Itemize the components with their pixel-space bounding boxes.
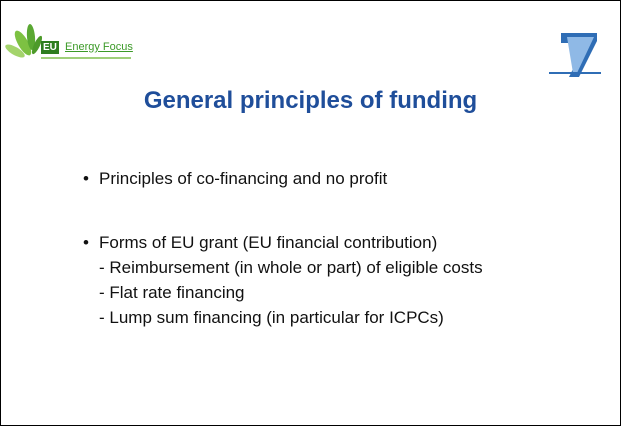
bullet-dot: • [83, 233, 89, 253]
bullet-text: Principles of co-financing and no profit [99, 169, 388, 188]
bullet: • Principles of co-financing and no profi… [83, 167, 388, 192]
decorations [5, 24, 601, 77]
sub-item-text: - Lump sum financing (in particular for … [99, 307, 444, 327]
bullet-text: Forms of EU grant (EU financial contribu… [99, 233, 438, 253]
bullet: • Forms of EU grant (EU financial contrib… [83, 231, 438, 256]
sub-item-text: - Reimbursement (in whole or part) of el… [99, 257, 483, 277]
sub-item: - Reimbursement (in whole or part) of el… [99, 256, 519, 281]
sub-item: - Flat rate financing [99, 281, 519, 306]
fp7-logo [549, 33, 601, 77]
bullet-dot: • [83, 169, 89, 188]
logo-badge: EU [41, 41, 59, 54]
sub-item-text: - Flat rate financing [99, 282, 245, 302]
logo-text: Energy Focus [65, 41, 133, 53]
logo-leaves [5, 24, 43, 58]
sub-item: - Lump sum financing (in particular for … [99, 306, 519, 331]
slide-title: General principles of funding [143, 87, 478, 114]
